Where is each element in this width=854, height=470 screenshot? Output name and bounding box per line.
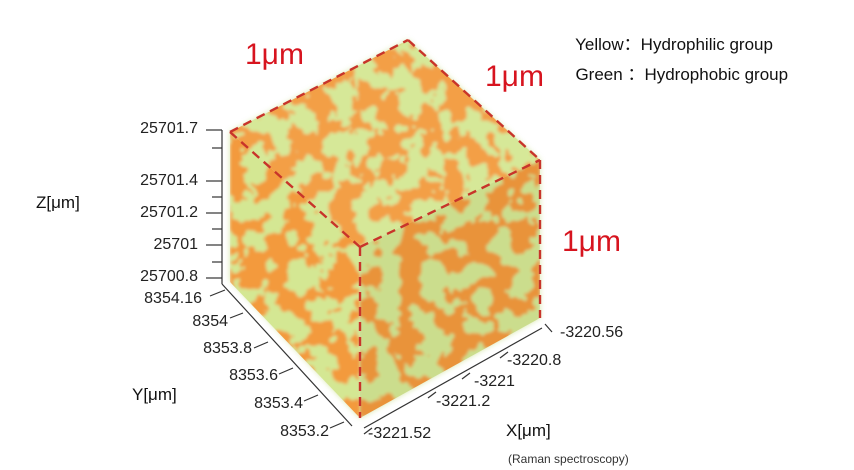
dimension-label-top-right: 1μm bbox=[485, 60, 544, 93]
legend-color-label: Green bbox=[575, 65, 628, 84]
y-tick-label: 8353.6 bbox=[229, 367, 278, 384]
y-axis-title: Y[μm] bbox=[132, 385, 177, 404]
z-tick-label: 25700.8 bbox=[140, 268, 198, 285]
x-tick-label: -3221.52 bbox=[368, 425, 432, 442]
cube-left-face bbox=[230, 132, 360, 418]
legend-color-label: Yellow bbox=[575, 35, 624, 54]
legend-separator: ： bbox=[623, 35, 641, 54]
legend-separator: ： bbox=[627, 65, 645, 84]
x-tick-label: -3220.56 bbox=[560, 324, 624, 341]
cube-top-face bbox=[230, 40, 540, 247]
x-axis-title: X[μm] bbox=[506, 421, 551, 440]
dashed-edges bbox=[229, 38, 542, 418]
legend-description: Hydrophobic group bbox=[644, 65, 789, 84]
y-axis-line bbox=[209, 283, 353, 429]
z-tick-label: 25701 bbox=[153, 236, 199, 253]
y-tick-label: 8353.2 bbox=[280, 423, 329, 440]
x-tick-label: -3220.8 bbox=[507, 352, 562, 369]
z-tick-label: 25701.4 bbox=[140, 172, 198, 189]
z-tick-label: 25701.2 bbox=[140, 204, 198, 221]
y-tick-label: 8353.8 bbox=[203, 340, 252, 357]
method-note: (Raman spectroscopy) bbox=[508, 452, 629, 466]
z-axis-line bbox=[206, 129, 223, 284]
y-tick-label: 8353.4 bbox=[254, 395, 303, 412]
x-tick-label: -3221.2 bbox=[436, 393, 491, 410]
z-tick-label: 25701.7 bbox=[140, 120, 198, 137]
z-axis-title: Z[μm] bbox=[36, 193, 80, 212]
x-tick-label: -3221 bbox=[474, 373, 515, 390]
y-tick-label: 8354.16 bbox=[144, 290, 202, 307]
legend-item-hydrophobic: Green ：Hydrophobic group bbox=[566, 40, 788, 85]
cube-right-face bbox=[360, 160, 540, 418]
x-axis-line bbox=[363, 323, 553, 435]
dimension-label-top-left: 1μm bbox=[245, 38, 304, 71]
legend-item-hydrophilic: Yellow：Hydrophilic group bbox=[566, 10, 773, 55]
dimension-label-right: 1μm bbox=[562, 225, 621, 258]
y-tick-label: 8354 bbox=[192, 313, 228, 330]
legend-description: Hydrophilic group bbox=[640, 35, 773, 54]
